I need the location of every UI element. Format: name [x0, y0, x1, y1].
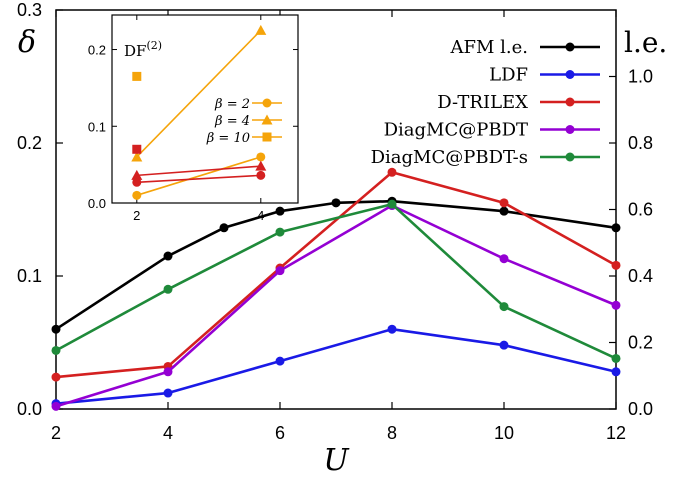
- legend-label: D-TRILEX: [437, 92, 528, 113]
- inset-y-tick-label: 0.0: [88, 196, 106, 211]
- series-point-0: [219, 223, 229, 233]
- series-point-3: [499, 254, 509, 264]
- series-point-1: [499, 340, 509, 350]
- inset-legend-marker: [262, 132, 272, 142]
- series-point-2: [387, 167, 397, 177]
- inset-y-tick-label: 0.2: [88, 43, 106, 58]
- legend-marker: [565, 97, 575, 107]
- series-point-1: [387, 324, 397, 334]
- inset-series-point-1: [131, 151, 143, 162]
- inset-series-point-1: [255, 24, 267, 35]
- y-tick-label: 0.0: [17, 399, 42, 419]
- main-ticks: 2 4 6 8 10 120.00.10.20.30.00.20.40.60.81.0: [17, 0, 653, 443]
- series-point-2: [611, 260, 621, 270]
- main-series: [51, 167, 621, 411]
- series-point-3: [163, 367, 173, 377]
- x-tick-label: 10: [494, 423, 514, 443]
- series-point-0: [163, 251, 173, 261]
- inset-series-point-2: [132, 71, 142, 81]
- legend-label: AFM l.e.: [450, 37, 529, 58]
- inset-series-point-5: [132, 144, 142, 154]
- inset-series-point-0: [256, 152, 266, 162]
- y-axis-label: δ: [18, 25, 36, 60]
- inset-x-tick-label: 4: [257, 208, 264, 223]
- x-tick-label: 2: [51, 423, 61, 443]
- inset-title: DF(2): [124, 39, 162, 60]
- inset-legend-label: β = 2: [214, 97, 250, 112]
- inset-legend: β = 2 β = 4 β = 10: [206, 97, 282, 146]
- inset-series-line-0: [136, 156, 262, 197]
- y2-axis-label: l.e.: [624, 26, 667, 59]
- series-point-0: [611, 223, 621, 233]
- series-point-3: [51, 401, 61, 411]
- inset-x-tick-label: 2: [133, 208, 140, 223]
- inset-series-line-3: [136, 174, 261, 184]
- inset-series-line-4: [136, 165, 261, 177]
- y2-tick-label: 0.8: [628, 133, 653, 153]
- main-legend: AFM l.e. LDF D-TRILEX DiagMC@PBDT DiagMC@PBD…: [371, 37, 600, 168]
- series-point-2: [499, 198, 509, 208]
- inset-series-point-3: [132, 177, 142, 187]
- inset-series-point-4: [131, 169, 143, 180]
- legend-label: DiagMC@PBDT-s: [371, 147, 528, 168]
- series-line-1: [55, 327, 617, 405]
- y2-tick-label: 0.6: [628, 200, 653, 220]
- series-point-4: [611, 353, 621, 363]
- series-point-4: [163, 284, 173, 294]
- inset-y-tick-label: 0.1: [88, 119, 106, 134]
- y2-tick-label: 0.2: [628, 333, 653, 353]
- x-tick-label: 12: [606, 423, 626, 443]
- series-point-0: [51, 324, 61, 334]
- inset-series-point-4: [255, 160, 267, 171]
- inset-plot-frame: [111, 14, 299, 204]
- x-tick-label: 8: [387, 423, 397, 443]
- inset-background: [112, 15, 298, 203]
- inset-legend-label: β = 4: [214, 114, 250, 129]
- y-tick-label: 0.1: [17, 266, 42, 286]
- inset-legend-marker: [262, 98, 272, 108]
- series-point-4: [499, 302, 509, 312]
- series-point-4: [275, 227, 285, 237]
- legend-marker: [565, 70, 575, 79]
- inset-series-point-0: [132, 190, 142, 200]
- inset-legend-marker: [261, 114, 273, 125]
- x-tick-label: 4: [163, 423, 173, 443]
- series-point-0: [331, 198, 341, 208]
- inset-ticks: 2 4 0.0 0.1 0.2: [88, 15, 298, 223]
- series-line-4: [55, 202, 617, 360]
- legend-label: DiagMC@PBDT: [384, 120, 528, 141]
- series-point-3: [611, 300, 621, 310]
- series-line-3: [55, 204, 617, 408]
- series-point-1: [163, 388, 173, 398]
- y2-tick-label: 0.0: [628, 399, 653, 419]
- legend-marker: [565, 42, 575, 52]
- legend-label: LDF: [489, 65, 528, 86]
- legend-marker: [565, 125, 575, 134]
- x-tick-label: 6: [275, 423, 285, 443]
- series-line-2: [55, 170, 617, 379]
- inset-legend-label: β = 10: [206, 131, 250, 146]
- series-point-0: [275, 206, 285, 216]
- series-line-0: [55, 199, 617, 331]
- inset-series-point-3: [256, 170, 266, 180]
- y-tick-label: 0.3: [17, 0, 42, 20]
- y2-tick-label: 0.4: [628, 266, 653, 286]
- x-axis-label: U: [323, 443, 350, 474]
- series-point-1: [275, 356, 285, 366]
- legend-marker: [565, 152, 575, 162]
- series-point-2: [51, 372, 61, 382]
- y-tick-label: 0.2: [17, 133, 42, 153]
- series-point-3: [275, 266, 285, 276]
- series-point-4: [51, 345, 61, 355]
- inset-series: [131, 24, 267, 200]
- series-point-1: [611, 367, 621, 377]
- series-point-4: [387, 199, 397, 209]
- series-point-0: [499, 206, 509, 216]
- inset-series-line-1: [136, 29, 262, 158]
- y2-tick-label: 1.0: [628, 67, 653, 87]
